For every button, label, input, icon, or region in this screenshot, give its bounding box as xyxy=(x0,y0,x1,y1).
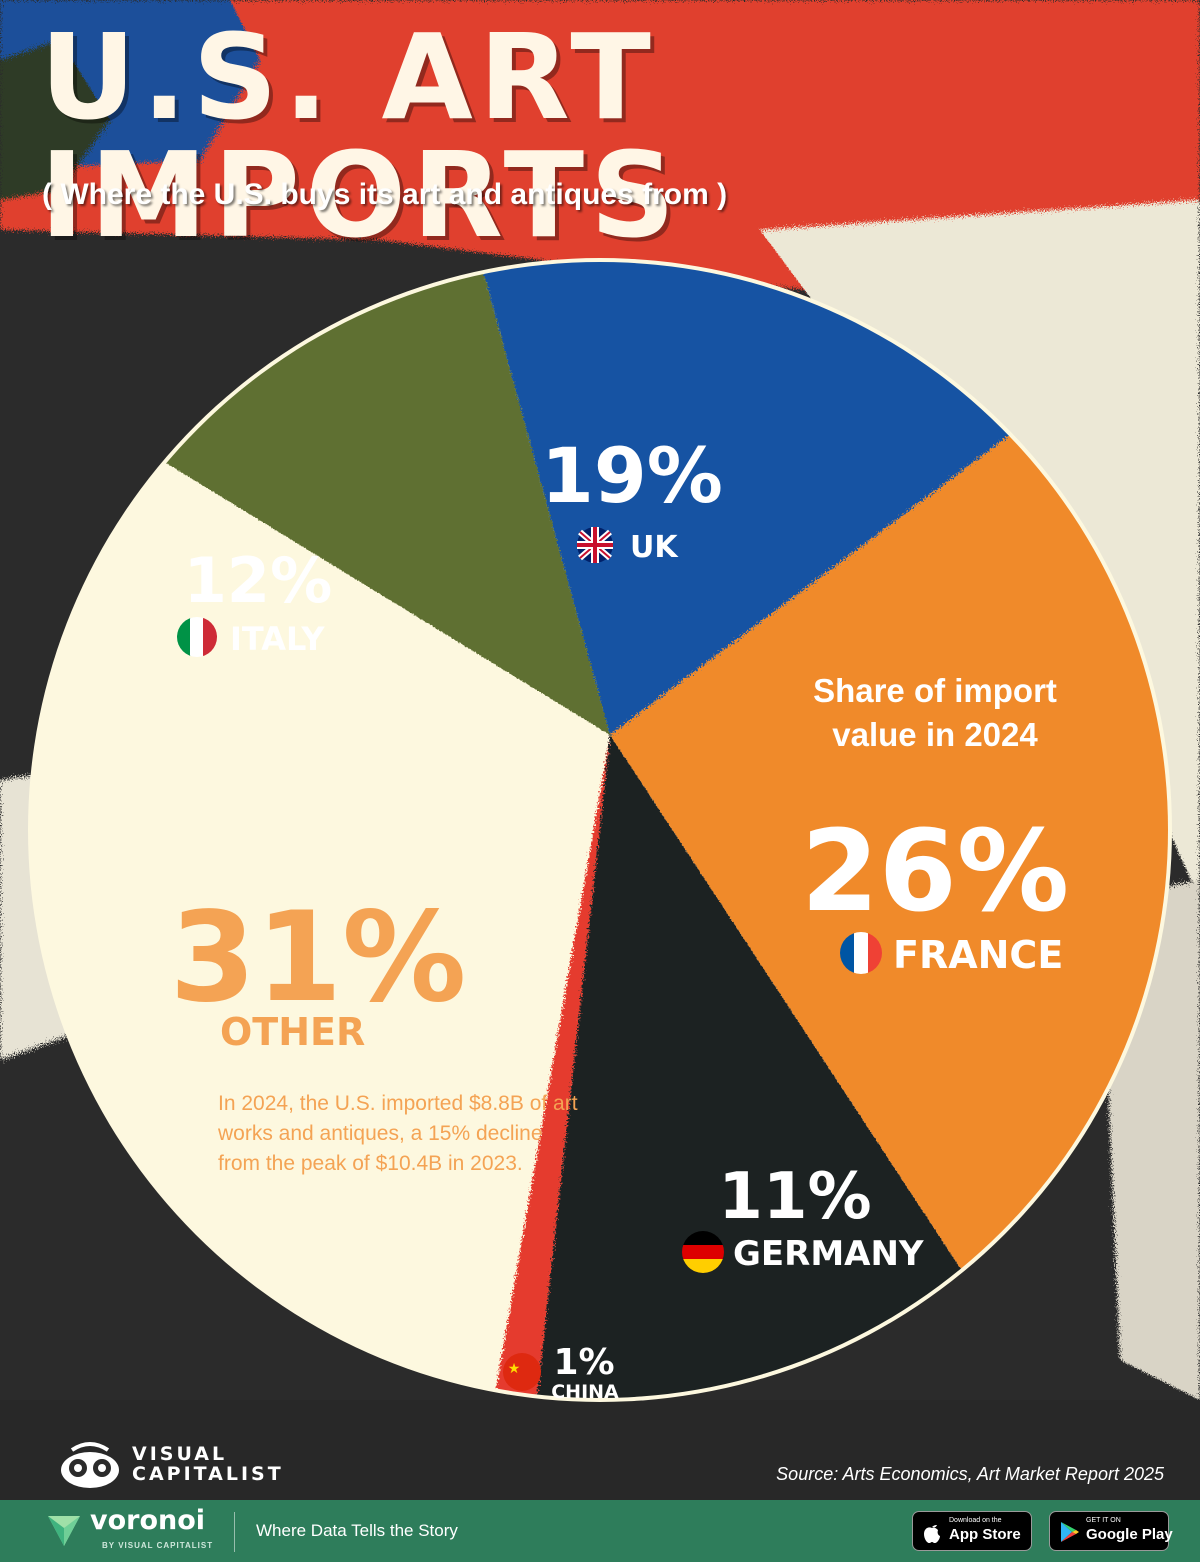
italy-flag-icon xyxy=(177,617,217,657)
uk-flag-icon xyxy=(577,527,613,563)
slice-label-china: CHINA xyxy=(551,1381,619,1403)
voronoi-logo-icon xyxy=(48,1516,80,1546)
visual-capitalist-line1: VISUAL xyxy=(132,1443,228,1465)
google-play-label: Google Play xyxy=(1086,1526,1173,1543)
slice-label-other: OTHER xyxy=(220,1010,365,1054)
pie-chart: Share of import value in 2024 19% UK 12%… xyxy=(28,258,1172,1403)
app-store-small-label: Download on the xyxy=(949,1517,1002,1524)
china-flag-icon: ★ xyxy=(503,1353,541,1391)
slice-label-france: FRANCE xyxy=(893,933,1063,977)
slice-value-germany: 11% xyxy=(718,1160,871,1234)
slice-value-france: 26% xyxy=(801,807,1069,937)
germany-flag-icon xyxy=(682,1231,724,1273)
apple-icon xyxy=(924,1525,940,1543)
footer-divider xyxy=(234,1512,235,1552)
google-play-icon xyxy=(1061,1522,1079,1542)
footer-tagline: Where Data Tells the Story xyxy=(256,1521,458,1540)
pie-slice-france xyxy=(610,262,1168,1398)
slice-value-italy: 12% xyxy=(184,544,332,617)
page-subtitle: ( Where the U.S. buys its art and antiqu… xyxy=(42,178,728,211)
app-store-button[interactable]: Download on the App Store xyxy=(912,1511,1032,1551)
pie-slice-germany xyxy=(511,735,1105,1398)
page-title: U.S. ART IMPORTS xyxy=(40,8,682,264)
slice-label-germany: GERMANY xyxy=(733,1234,924,1274)
annotation-line-3: from the peak of $10.4B in 2023. xyxy=(218,1152,523,1175)
annotation-line-1: In 2024, the U.S. imported $8.8B of art xyxy=(218,1092,578,1115)
voronoi-wordmark: voronoi xyxy=(90,1505,206,1536)
visual-capitalist-wordmark: VISUAL CAPITALIST xyxy=(132,1444,284,1484)
france-flag-icon xyxy=(840,932,882,974)
google-play-button[interactable]: GET IT ON Google Play xyxy=(1049,1511,1173,1551)
slice-value-uk: 19% xyxy=(541,431,723,520)
app-store-label: App Store xyxy=(949,1526,1021,1543)
pie-slice-china xyxy=(455,735,610,1398)
svg-text:★: ★ xyxy=(508,1361,521,1377)
slice-value-china: 1% xyxy=(553,1342,614,1383)
voronoi-byline: BY VISUAL CAPITALIST xyxy=(102,1541,214,1550)
visual-capitalist-logo-icon xyxy=(61,1442,119,1488)
google-play-small-label: GET IT ON xyxy=(1086,1517,1121,1524)
slice-label-italy: ITALY xyxy=(230,620,325,658)
chart-caption-line2: value in 2024 xyxy=(832,716,1038,753)
source-note: Source: Arts Economics, Art Market Repor… xyxy=(776,1464,1164,1484)
chart-caption-line1: Share of import xyxy=(813,672,1057,709)
visual-capitalist-line2: CAPITALIST xyxy=(132,1463,284,1485)
slice-value-other: 31% xyxy=(170,886,467,1030)
slice-label-uk: UK xyxy=(630,530,679,565)
annotation-line-2: works and antiques, a 15% decline xyxy=(217,1122,543,1145)
pie-slice-other xyxy=(32,264,610,1398)
